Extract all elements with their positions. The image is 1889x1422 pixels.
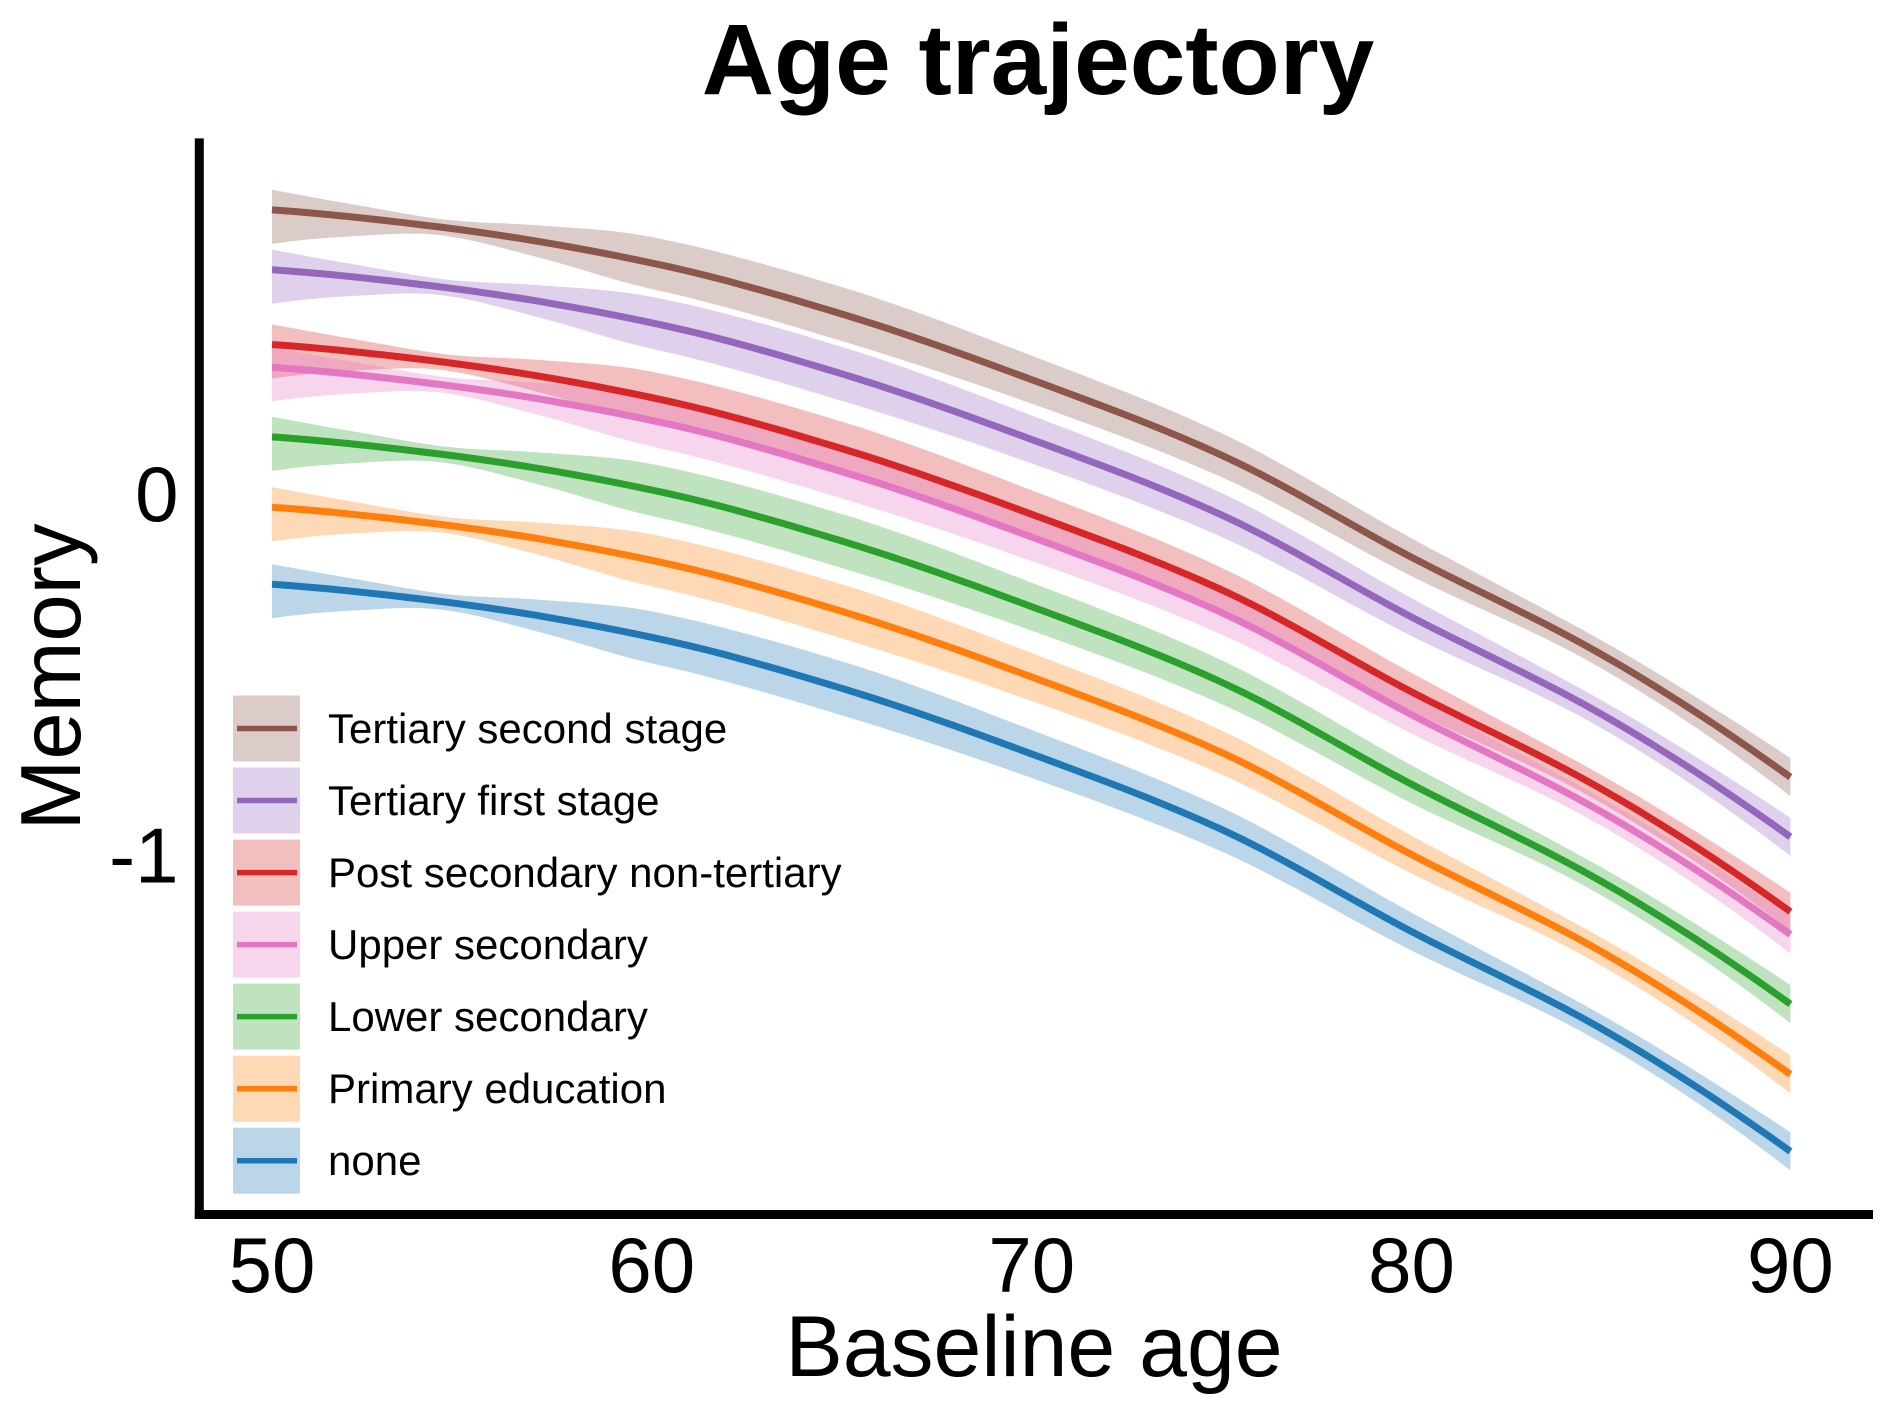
svg-text:Tertiary first stage: Tertiary first stage	[328, 777, 659, 824]
svg-text:80: 80	[1368, 1221, 1455, 1309]
svg-text:0: 0	[135, 450, 178, 538]
svg-text:60: 60	[608, 1221, 695, 1309]
svg-text:50: 50	[229, 1221, 316, 1309]
svg-text:Age trajectory: Age trajectory	[702, 4, 1375, 116]
svg-text:Upper secondary: Upper secondary	[328, 921, 648, 968]
svg-text:Lower secondary: Lower secondary	[328, 993, 648, 1040]
svg-text:-1: -1	[109, 812, 178, 900]
svg-text:70: 70	[988, 1221, 1075, 1309]
svg-text:Memory: Memory	[4, 523, 99, 830]
svg-text:Tertiary second stage: Tertiary second stage	[328, 705, 727, 752]
svg-text:Primary education: Primary education	[328, 1065, 666, 1112]
svg-text:Baseline age: Baseline age	[785, 1299, 1282, 1395]
svg-text:Post secondary non-tertiary: Post secondary non-tertiary	[328, 849, 842, 896]
svg-text:none: none	[328, 1137, 421, 1184]
svg-text:90: 90	[1747, 1221, 1834, 1309]
